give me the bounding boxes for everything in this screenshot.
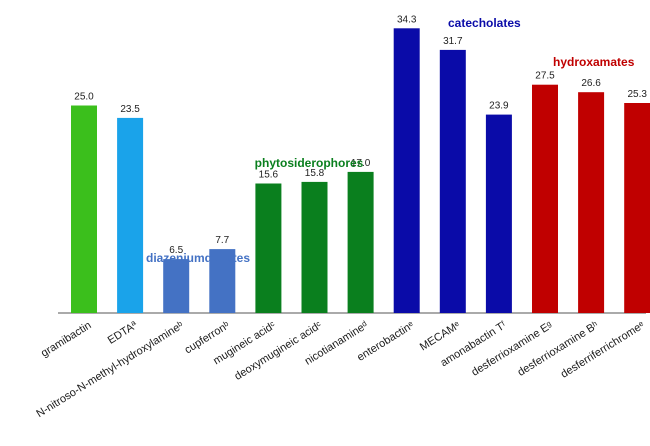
- bar-8: [439, 49, 466, 314]
- bars-group: [71, 28, 650, 314]
- group-label-catecholates: catecholates: [448, 16, 521, 30]
- bar-7: [393, 28, 420, 314]
- bar-2: [163, 259, 190, 314]
- group-label-diazeniumdiolates: diazeniumdiolates: [146, 251, 250, 265]
- value-label-10: 27.5: [535, 71, 555, 82]
- value-label-11: 26.6: [581, 78, 601, 89]
- value-label-12: 25.3: [627, 89, 647, 100]
- category-label-12: desferriferrichromeᵉ: [559, 319, 647, 380]
- value-label-0: 25.0: [74, 92, 94, 103]
- bar-9: [485, 114, 512, 313]
- value-label-3: 7.7: [215, 235, 229, 246]
- value-label-4: 15.6: [259, 170, 279, 181]
- group-label-hydroxamates: hydroxamates: [553, 55, 635, 69]
- value-label-7: 34.3: [397, 14, 417, 25]
- bar-1: [117, 117, 144, 314]
- bar-5: [301, 181, 328, 313]
- group-labels-group: diazeniumdiolates phytosiderophores cate…: [146, 16, 635, 265]
- category-labels-group: gramibactin EDTAªN-nitroso-N-methyl-hydro…: [34, 319, 646, 420]
- bar-10: [532, 84, 558, 313]
- category-label-0: gramibactin: [39, 319, 94, 359]
- bar-6: [347, 171, 374, 313]
- value-label-1: 23.5: [120, 104, 140, 115]
- category-label-10: desferrioxamine Eᵍ: [470, 319, 555, 378]
- group-label-phytosiderophores: phytosiderophores: [255, 156, 364, 170]
- bar-3: [209, 249, 236, 313]
- bar-12: [624, 103, 650, 313]
- value-label-2: 6.5: [169, 245, 183, 256]
- value-label-8: 31.7: [443, 36, 463, 47]
- bar-4: [255, 183, 282, 313]
- category-label-1: EDTAª: [106, 319, 141, 347]
- value-labels-group: 25.0 23.5 6.5 7.7 15.6 15.8 17.0 34.3 31.7 23.9 27…: [74, 14, 647, 256]
- category-label-5: deoxymugineic acidᶜ: [232, 319, 324, 382]
- value-label-6: 17.0: [351, 158, 371, 169]
- bar-11: [578, 92, 605, 313]
- value-label-5: 15.8: [305, 168, 325, 179]
- value-label-9: 23.9: [489, 101, 509, 112]
- bar-0: [71, 105, 97, 313]
